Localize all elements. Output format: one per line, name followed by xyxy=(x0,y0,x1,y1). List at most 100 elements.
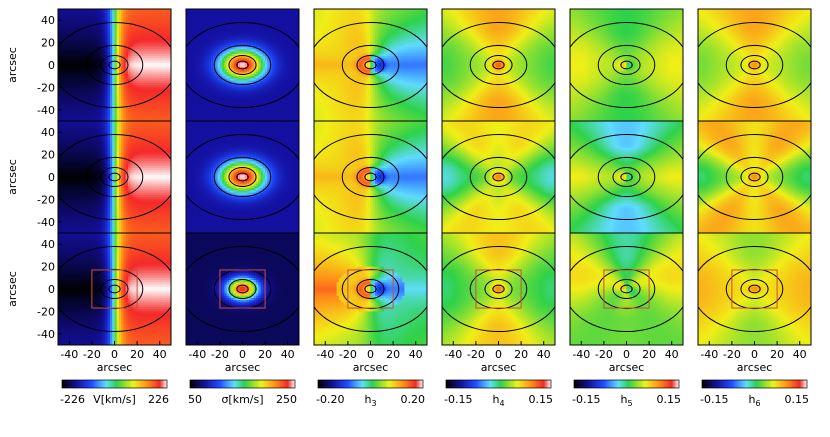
map-cell xyxy=(141,26,145,30)
map-cell xyxy=(80,71,84,75)
map-cell xyxy=(105,174,109,178)
map-cell xyxy=(78,67,82,71)
map-cell xyxy=(152,136,156,140)
map-cell xyxy=(103,129,107,133)
map-cell xyxy=(58,9,61,12)
map-cell xyxy=(69,141,73,144)
map-cell xyxy=(137,143,140,147)
map-cell xyxy=(146,38,149,41)
map-cell xyxy=(78,185,82,189)
map-cell xyxy=(141,71,145,75)
map-cell xyxy=(141,91,145,95)
map-cell xyxy=(91,210,95,214)
map-cell xyxy=(91,49,95,53)
map-cell xyxy=(76,215,79,218)
map-cell xyxy=(159,118,163,121)
map-cell xyxy=(155,51,159,55)
map-cell xyxy=(109,181,113,185)
map-cell xyxy=(87,121,91,124)
map-cell xyxy=(116,192,120,196)
map-cell xyxy=(82,197,86,200)
map-cell xyxy=(60,60,64,64)
map-cell xyxy=(141,22,145,26)
map-cell xyxy=(85,190,88,194)
map-cell xyxy=(96,224,100,227)
map-cell xyxy=(128,177,131,180)
map-cell xyxy=(157,73,161,77)
map-cell xyxy=(121,221,125,225)
map-cell xyxy=(155,172,159,176)
map-cell xyxy=(141,114,145,118)
map-cell xyxy=(71,201,75,205)
map-cell xyxy=(58,172,61,176)
map-cell xyxy=(114,80,118,84)
map-cell xyxy=(58,80,61,84)
map-cell xyxy=(73,73,77,77)
map-cell xyxy=(94,103,98,106)
map-cell xyxy=(134,67,138,71)
map-cell xyxy=(71,100,75,104)
map-cell xyxy=(94,138,98,142)
map-cell xyxy=(159,125,163,129)
map-cell xyxy=(98,53,102,57)
map-cell xyxy=(164,125,168,129)
map-cell xyxy=(78,188,82,192)
map-cell xyxy=(134,71,138,75)
map-cell xyxy=(152,42,156,46)
map-cell xyxy=(137,20,140,24)
map-cell xyxy=(150,177,154,180)
map-cell xyxy=(155,159,159,162)
map-cell xyxy=(146,78,149,82)
map-cell xyxy=(166,208,170,212)
map-cell xyxy=(146,192,149,196)
map-cell xyxy=(143,161,147,165)
map-cell xyxy=(76,206,79,209)
map-cell xyxy=(152,89,156,93)
map-cell xyxy=(137,168,140,171)
map-cell xyxy=(143,152,147,156)
map-cell xyxy=(94,44,98,48)
map-cell xyxy=(121,87,125,91)
map-cell xyxy=(150,49,154,53)
map-cell xyxy=(71,228,75,232)
map-cell xyxy=(76,22,79,26)
map-cell xyxy=(85,212,88,216)
map-cell xyxy=(62,221,66,225)
map-cell xyxy=(123,168,127,171)
map-cell xyxy=(89,80,93,84)
map-cell xyxy=(96,42,100,46)
map-cell xyxy=(91,192,95,196)
map-cell xyxy=(80,179,84,183)
map-cell xyxy=(152,35,156,39)
map-cell xyxy=(155,217,159,221)
map-cell xyxy=(76,67,79,71)
map-cell xyxy=(112,100,116,104)
map-cell xyxy=(132,56,136,59)
map-cell xyxy=(134,15,138,19)
map-cell xyxy=(132,80,136,84)
map-cell xyxy=(71,190,75,194)
map-cell xyxy=(82,58,86,62)
map-cell xyxy=(91,125,95,129)
map-cell xyxy=(78,31,82,35)
map-cell xyxy=(155,138,159,142)
map-cell xyxy=(112,26,116,30)
map-cell xyxy=(76,80,79,84)
map-cell xyxy=(114,24,118,28)
map-cell xyxy=(164,228,168,232)
map-cell xyxy=(164,71,168,75)
map-cell xyxy=(60,38,64,41)
map-cell xyxy=(130,9,134,12)
map-cell xyxy=(125,226,129,230)
map-cell xyxy=(134,197,138,200)
map-cell xyxy=(73,141,77,144)
map-cell xyxy=(71,123,75,127)
map-cell xyxy=(109,201,113,205)
map-cell xyxy=(150,109,154,113)
map-cell xyxy=(128,181,131,185)
map-cell xyxy=(123,38,127,41)
map-cell xyxy=(91,26,95,30)
map-cell xyxy=(164,20,168,24)
map-cell xyxy=(166,62,170,66)
map-cell xyxy=(109,89,113,93)
